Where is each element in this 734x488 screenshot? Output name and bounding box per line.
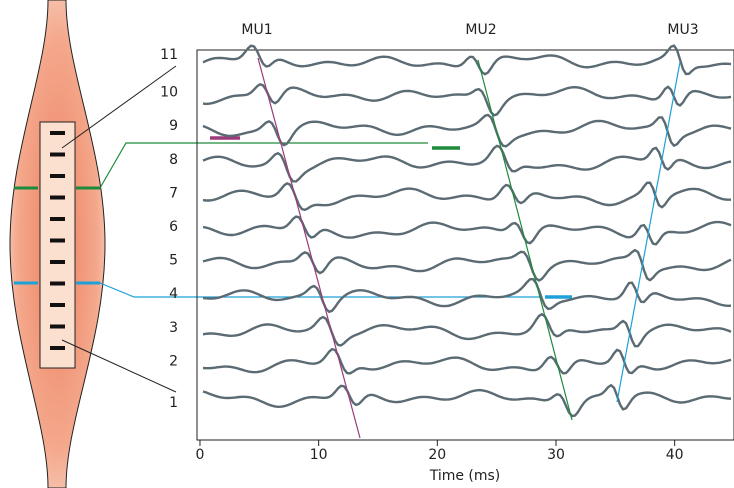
plot-frame [196,49,734,441]
trace [202,313,732,348]
channel-label: 3 [169,320,178,336]
electrode [50,281,65,286]
mu3-line [616,61,681,403]
trace [202,113,732,148]
trace [202,384,732,418]
pointer [61,339,177,393]
electrode [50,152,65,157]
traces [202,44,732,418]
channel-label: 1 [169,395,178,411]
channel-label: 9 [169,118,178,134]
electrode-array [39,121,76,369]
x-tick-label: 30 [547,447,565,463]
electrode [50,131,65,135]
electrode [50,174,65,178]
electrode [50,260,65,264]
mu-label: MU2 [465,22,496,38]
channel-label: 10 [160,85,178,101]
trace [202,248,732,282]
channel-label: 5 [169,253,178,269]
electrode [50,324,65,329]
x-tick-label: 0 [196,447,205,463]
trace [202,144,732,183]
mu2-line [477,59,573,421]
electrode [50,217,65,221]
trace [202,348,732,375]
electrode [50,195,65,200]
channel-label: 7 [169,185,178,201]
trace [202,44,732,76]
pointer [61,65,177,149]
x-axis-label: Time (ms) [429,468,501,484]
channel-label: 6 [169,219,178,235]
channel-label: 11 [160,47,178,63]
channel-label: 8 [169,152,178,168]
x-tick-label: 20 [428,447,446,463]
mu-label: MU1 [241,22,272,38]
channel-label: 4 [169,286,178,302]
trace [202,83,732,117]
green-link [14,142,460,190]
channel-label: 2 [169,353,178,369]
x-tick-label: 40 [666,447,684,463]
electrodes [50,131,65,350]
trace [202,277,732,313]
trace [202,215,732,246]
mu-label: MU3 [667,22,698,38]
electrode [50,303,65,307]
trace [202,181,731,211]
electrode [50,346,65,350]
x-tick-label: 10 [310,447,328,463]
electrode [50,238,65,243]
mu1-line [257,57,361,439]
